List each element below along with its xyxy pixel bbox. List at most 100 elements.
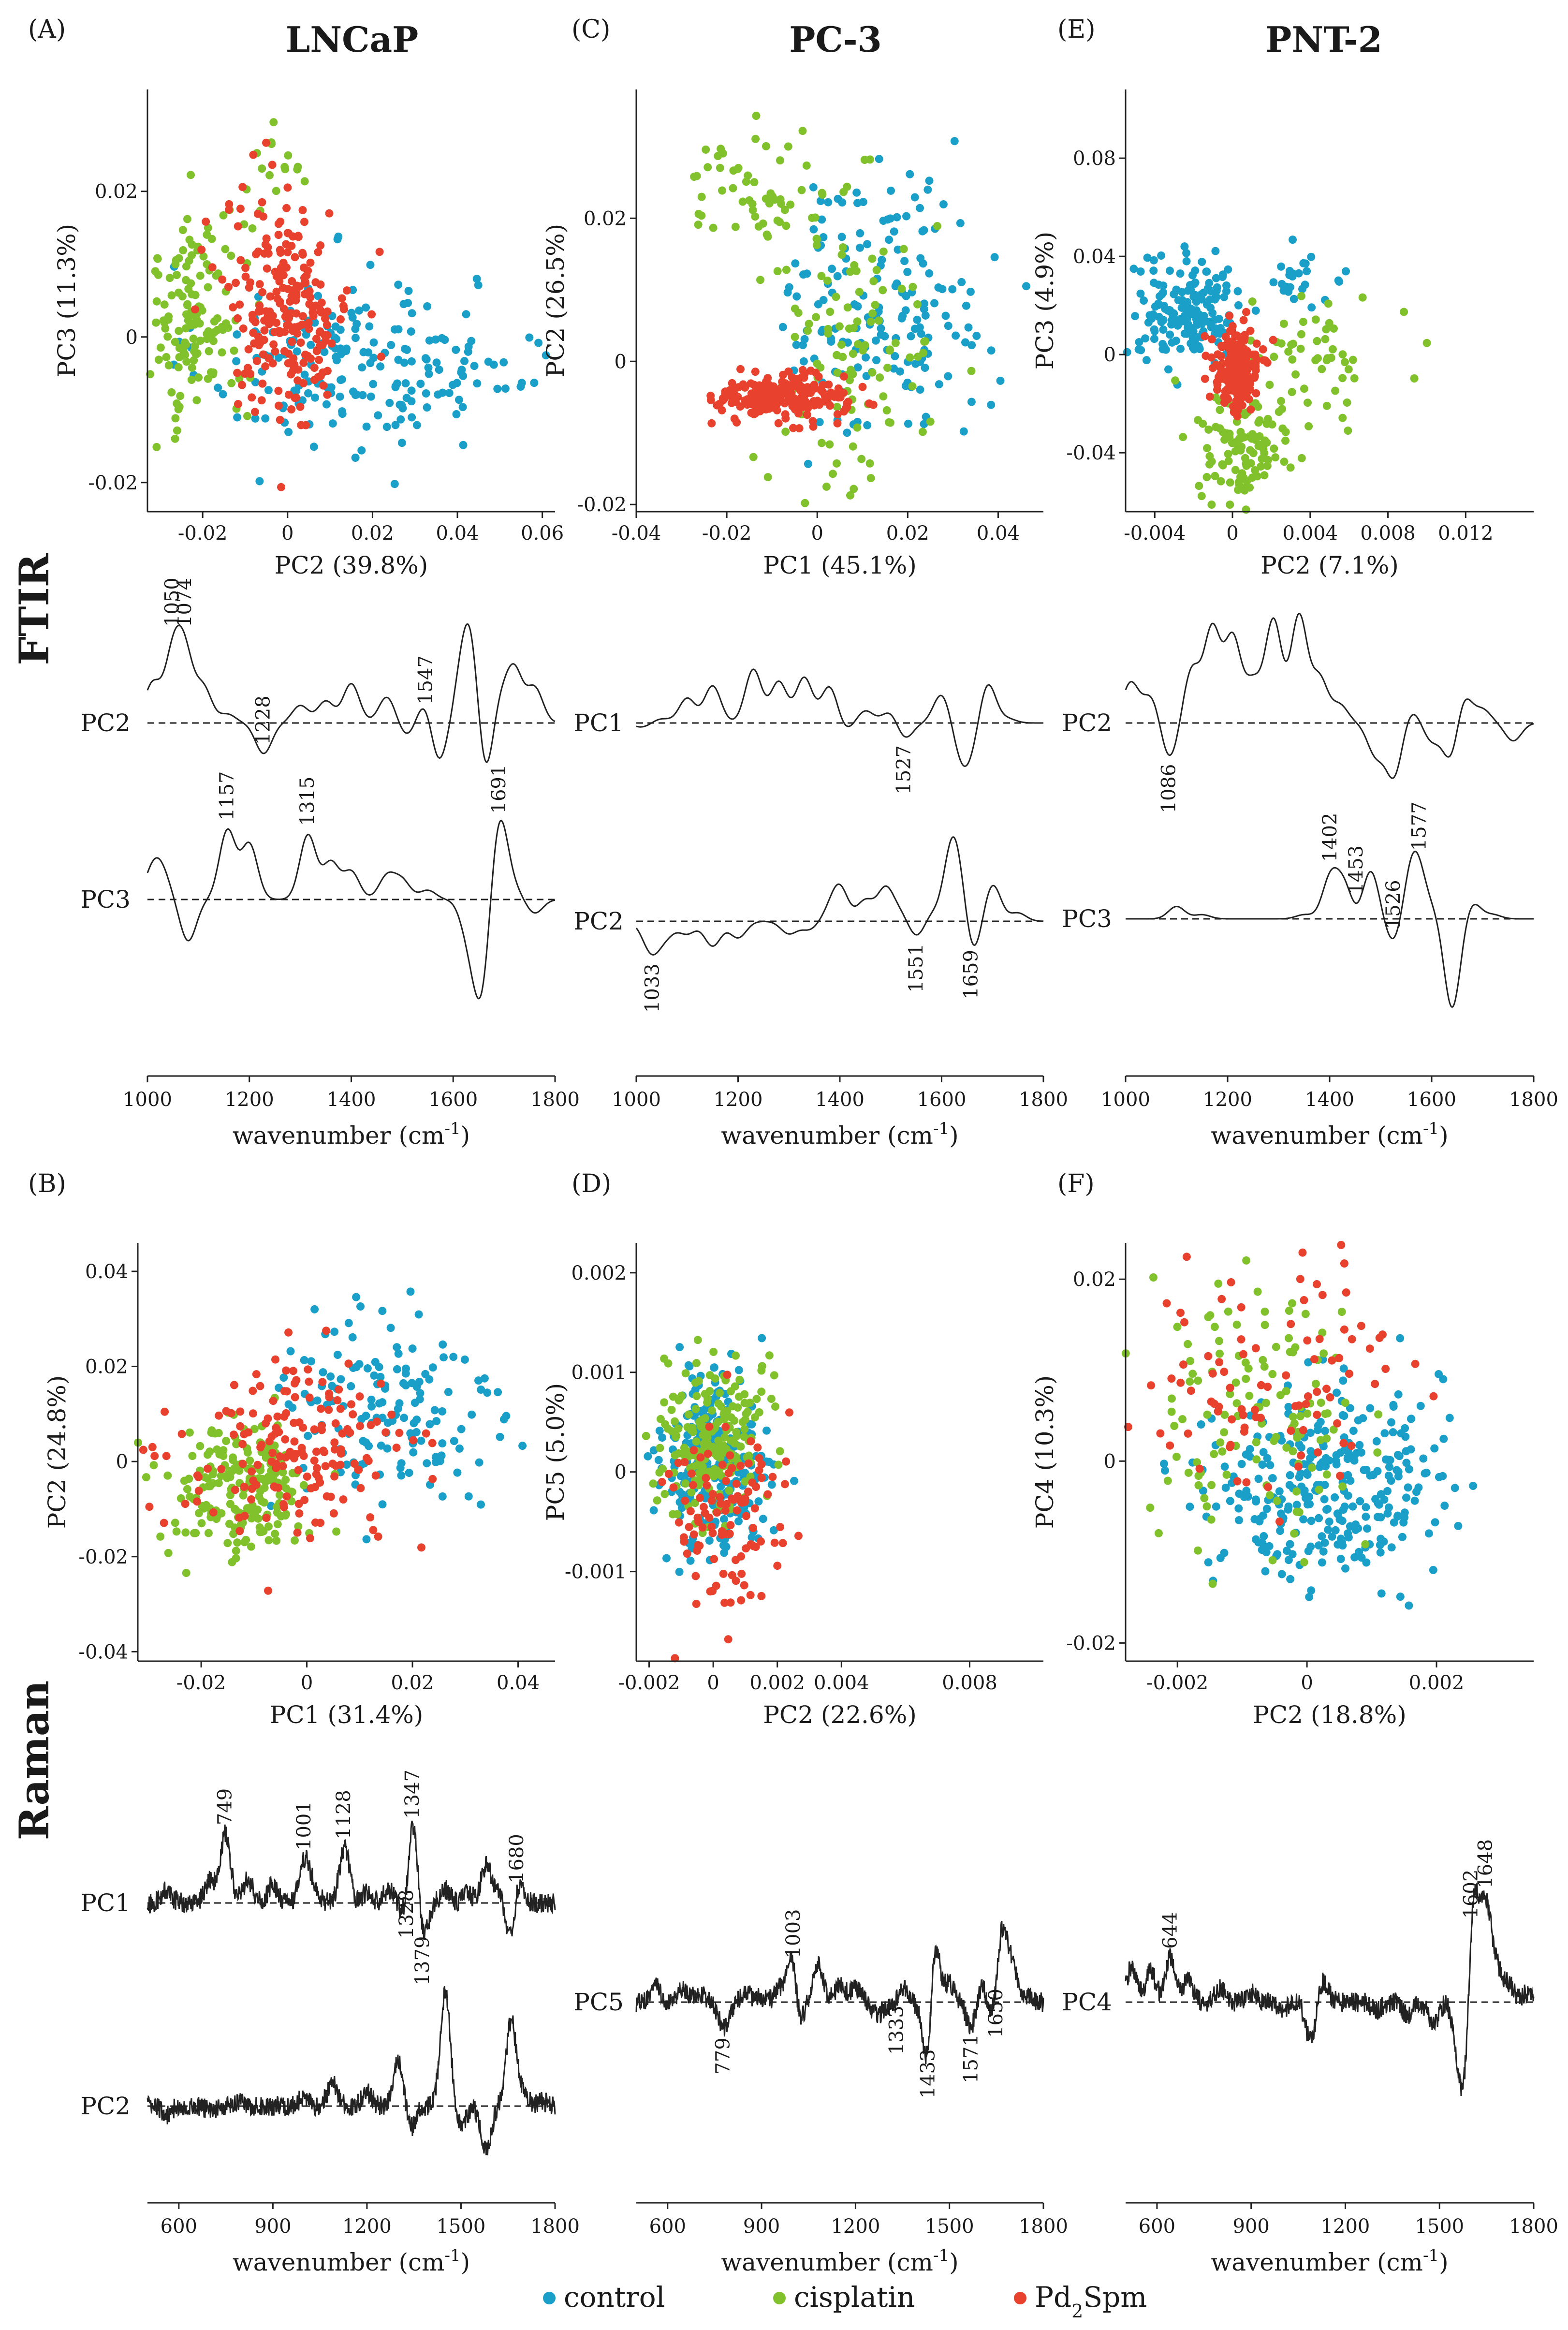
superscript: -1 (933, 1119, 949, 1138)
data-point (300, 218, 308, 226)
data-point (450, 1437, 458, 1445)
data-point (925, 269, 934, 278)
data-point (1315, 1541, 1323, 1550)
data-point (196, 1442, 205, 1450)
data-point (232, 1440, 241, 1448)
data-point (833, 419, 842, 428)
x-axis-label-E: PC2 (7.1%) (1260, 551, 1399, 579)
data-point (1204, 425, 1213, 434)
data-point (818, 191, 827, 199)
data-point (770, 1371, 778, 1380)
data-point (394, 1349, 403, 1358)
data-point (725, 386, 734, 395)
data-point (1412, 1488, 1421, 1496)
data-point (1331, 1526, 1340, 1534)
data-point (811, 369, 820, 377)
data-point (833, 410, 842, 419)
loading-label-PC5-D-loadings: PC5 (573, 1988, 624, 2016)
data-point (499, 1415, 508, 1424)
data-point (422, 389, 430, 398)
data-point (653, 1496, 661, 1505)
data-point (877, 324, 885, 333)
data-point (799, 357, 808, 366)
data-point (861, 341, 869, 350)
data-point (1301, 280, 1309, 289)
data-point (716, 163, 724, 172)
data-point (373, 1417, 381, 1426)
data-point (1252, 1438, 1260, 1446)
data-point (776, 1523, 784, 1532)
scatter-points-D (642, 1334, 803, 1663)
data-point (746, 1399, 754, 1407)
data-point (294, 233, 303, 241)
data-point (773, 1562, 782, 1570)
data-point (774, 419, 783, 428)
data-point (959, 427, 968, 436)
x-tick-label: 1500 (925, 2215, 974, 2238)
data-point (304, 266, 312, 275)
data-point (258, 379, 267, 388)
data-point (235, 1527, 244, 1535)
data-point (741, 1477, 749, 1486)
peak-label: 1379 (411, 1936, 434, 1986)
data-point (825, 440, 834, 449)
data-point (856, 243, 864, 252)
legend-label-cisplatin: cisplatin (794, 2281, 915, 2314)
data-point (754, 222, 763, 231)
data-point (215, 1411, 223, 1420)
data-point (1325, 319, 1334, 327)
data-point (742, 1410, 750, 1418)
data-point (260, 249, 269, 258)
data-point (1338, 413, 1347, 422)
data-point (844, 338, 852, 347)
data-point (1217, 1295, 1226, 1303)
data-point (1315, 1514, 1323, 1522)
data-point (177, 1430, 186, 1438)
data-point (255, 280, 264, 289)
x-tick-label: 1400 (1305, 1089, 1354, 1111)
data-point (279, 304, 288, 313)
data-point (782, 381, 791, 390)
data-point (416, 380, 425, 388)
data-point (1234, 365, 1243, 374)
data-point (859, 198, 867, 206)
data-point (791, 259, 800, 268)
data-point (1383, 1509, 1392, 1518)
data-point (294, 1522, 303, 1531)
data-point (703, 1449, 712, 1458)
data-point (230, 346, 238, 355)
data-point (939, 200, 948, 208)
data-point (1253, 472, 1261, 481)
data-point (816, 197, 825, 206)
data-point (762, 1426, 771, 1435)
data-point (664, 1470, 673, 1478)
data-point (1320, 1481, 1329, 1489)
data-point (746, 1591, 755, 1599)
data-point (1451, 1484, 1459, 1492)
data-point (1239, 1350, 1247, 1358)
data-point (817, 272, 826, 280)
x-tick-label: 0.008 (1360, 522, 1416, 545)
data-point (1285, 1334, 1293, 1342)
data-point (330, 1438, 339, 1447)
series-Pd2Spm-B (139, 1327, 437, 1595)
data-point (1277, 339, 1286, 348)
data-point (1296, 1469, 1305, 1478)
data-point (162, 353, 171, 361)
data-point (318, 341, 327, 350)
data-point (1142, 356, 1151, 365)
data-point (696, 1453, 705, 1462)
data-point (312, 335, 321, 343)
data-point (342, 1460, 351, 1469)
data-point (338, 1429, 347, 1438)
data-point (164, 312, 173, 321)
data-point (280, 347, 289, 355)
data-point (886, 418, 894, 427)
data-point (280, 1387, 289, 1396)
data-point (284, 390, 293, 399)
data-point (204, 283, 212, 292)
data-point (304, 389, 312, 398)
data-point (458, 403, 467, 412)
data-point (1344, 365, 1353, 374)
data-point (460, 357, 469, 366)
